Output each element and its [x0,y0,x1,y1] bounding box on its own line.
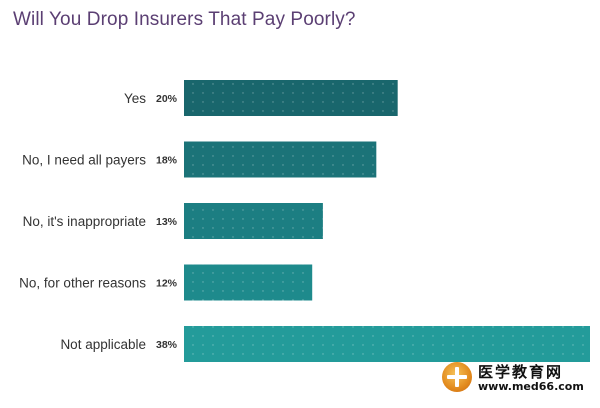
value-label: 12% [156,278,178,290]
bar-texture [184,141,377,178]
medical-cross-seal-icon [442,362,472,392]
bar-texture [184,326,590,362]
category-label: No, for other reasons [19,276,146,291]
watermark-url: www.med66.com [478,380,584,393]
value-label: 13% [156,216,178,228]
bar-texture [184,80,398,116]
bar-texture [184,203,323,239]
chart-title: Will You Drop Insurers That Pay Poorly? [13,9,356,30]
value-label: 38% [156,339,178,351]
value-label: 20% [156,93,178,105]
watermark-chinese-text: 医学教育网 [478,363,564,381]
bar-texture [184,264,313,301]
category-label: No, I need all payers [22,153,146,168]
category-label: Not applicable [60,337,146,352]
value-label: 18% [156,155,178,167]
watermark-logo: 医学教育网 www.med66.com [442,361,584,399]
category-label: No, it's inappropriate [23,214,146,229]
category-label: Yes [124,91,146,106]
